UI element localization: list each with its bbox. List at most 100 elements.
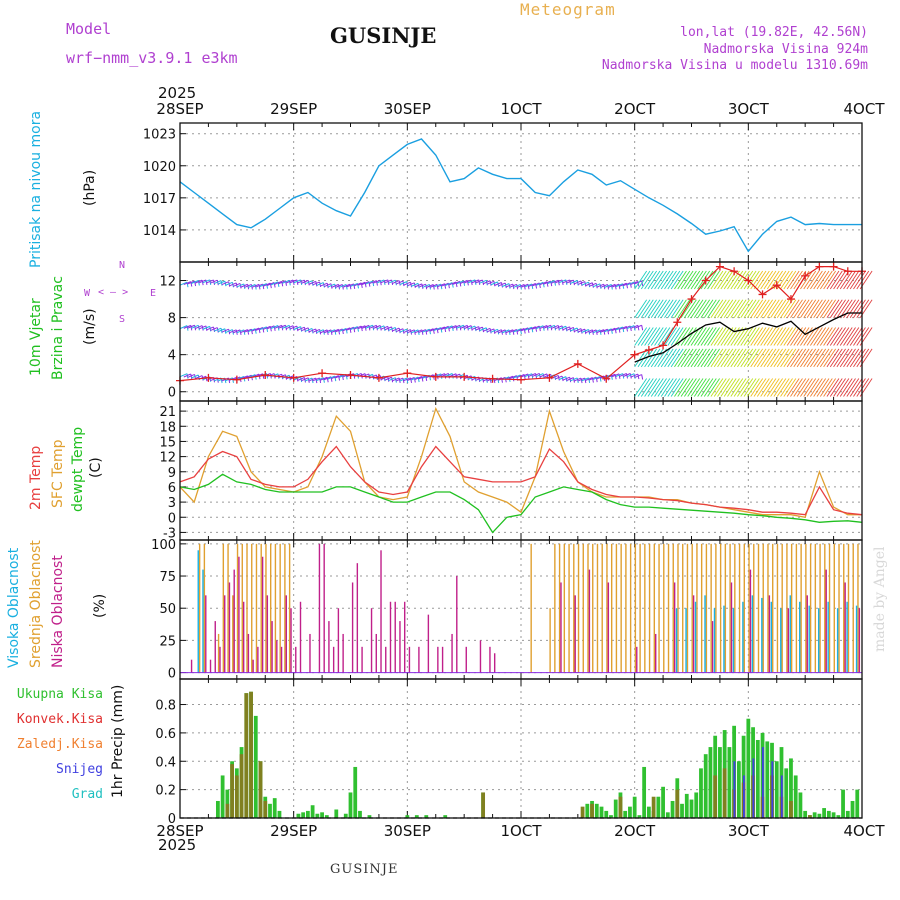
wind-barb bbox=[346, 326, 354, 331]
wind-barb bbox=[236, 283, 245, 288]
precip-bar-0 bbox=[661, 786, 665, 818]
wind-barb bbox=[425, 284, 428, 290]
wind-barb-strong bbox=[826, 327, 840, 346]
wind-barb bbox=[581, 329, 589, 333]
wind-barb bbox=[565, 279, 568, 285]
cloud-bar-2 bbox=[228, 582, 231, 673]
wind-barb-strong bbox=[677, 378, 691, 397]
wind-barb bbox=[251, 283, 260, 288]
wind-barb bbox=[380, 279, 389, 284]
wind-barb bbox=[243, 283, 246, 290]
wind-barb bbox=[414, 329, 423, 334]
wind-barb-strong bbox=[780, 270, 793, 290]
cloud-bar-0 bbox=[675, 608, 678, 673]
model-label: Model bbox=[66, 20, 112, 38]
cloud-bar-1 bbox=[753, 543, 755, 673]
precip-bar-0 bbox=[604, 810, 609, 818]
wind-barb-strong bbox=[707, 348, 720, 368]
wind-barb bbox=[266, 282, 275, 286]
date-top-3OCT: 3OCT bbox=[728, 100, 770, 118]
wind-barb bbox=[509, 375, 517, 380]
precip-bar-1 bbox=[580, 806, 585, 818]
wind-barb-strong bbox=[806, 378, 820, 397]
wind-barb-strong bbox=[786, 327, 800, 346]
wind-barb bbox=[577, 328, 586, 333]
ytick-label-3: 100 bbox=[151, 538, 176, 553]
precip-bar-0 bbox=[305, 810, 310, 818]
wind-barb-strong bbox=[743, 299, 757, 318]
wind-barb-strong bbox=[720, 299, 734, 318]
precip-bar-0 bbox=[789, 758, 793, 818]
wind-barb-strong bbox=[849, 327, 863, 346]
ytick-label-0: 1014 bbox=[143, 224, 176, 239]
wind-barb bbox=[566, 377, 574, 382]
ytick-label-0: 1017 bbox=[143, 192, 176, 207]
wind-barb bbox=[312, 377, 320, 382]
cloud-bar-2 bbox=[844, 582, 846, 673]
year-top: 2025 bbox=[158, 84, 197, 102]
wind-barb bbox=[221, 281, 229, 286]
wind-barb-strong bbox=[650, 327, 664, 346]
ytick-label-4: 0.4 bbox=[155, 755, 176, 770]
cloud-bar-2 bbox=[768, 595, 771, 673]
wind-barb-strong bbox=[833, 270, 846, 290]
cloud-bar-1 bbox=[757, 543, 760, 673]
wind-barb-strong bbox=[750, 348, 764, 368]
wind-barb bbox=[460, 279, 468, 284]
gust-marker bbox=[488, 374, 497, 383]
wind-barb-strong bbox=[800, 348, 813, 368]
wind-barb bbox=[248, 328, 256, 333]
wind-barb-strong bbox=[733, 299, 747, 318]
wind-barb bbox=[391, 377, 394, 383]
wind-barb-strong bbox=[806, 348, 820, 368]
wind-barb bbox=[331, 375, 339, 379]
wind-barb-strong bbox=[826, 348, 840, 368]
wind-barb bbox=[338, 283, 347, 288]
wind-barb-strong bbox=[647, 270, 661, 290]
precip-bar-1 bbox=[481, 792, 486, 818]
wind-barb bbox=[623, 325, 631, 330]
wind-barb bbox=[304, 327, 313, 332]
cloud-bar-0 bbox=[780, 608, 782, 673]
cloud-bar-2 bbox=[214, 621, 216, 673]
wind-barb-strong bbox=[816, 327, 830, 346]
wind-barb bbox=[315, 377, 318, 384]
wind-barb bbox=[217, 328, 226, 333]
wind-barb bbox=[528, 283, 536, 287]
cloud-bar-0 bbox=[751, 595, 754, 673]
wind-barb-strong bbox=[747, 270, 760, 290]
wind-barb-strong bbox=[703, 270, 717, 290]
wind-barb-strong bbox=[803, 378, 817, 397]
wind-barb-strong bbox=[770, 378, 783, 397]
wind-barb bbox=[323, 376, 332, 381]
wind-barb-strong bbox=[836, 299, 850, 318]
wind-barb-strong bbox=[667, 299, 681, 318]
precip-bar-1 bbox=[722, 768, 727, 818]
precip-bar-0 bbox=[680, 803, 684, 818]
cloud-bar-2 bbox=[361, 646, 363, 673]
wind-barb bbox=[297, 377, 305, 381]
gust-marker bbox=[431, 372, 440, 381]
cloud-bar-2 bbox=[456, 576, 458, 673]
cloud-bar-0 bbox=[742, 601, 744, 673]
wind-barb bbox=[634, 374, 642, 378]
precip-bar-0 bbox=[703, 754, 708, 818]
wind-barb bbox=[376, 279, 385, 284]
wind-barb-strong bbox=[803, 299, 817, 318]
wind-barb bbox=[433, 327, 442, 331]
wind-barb bbox=[463, 279, 472, 284]
wind-barb-strong bbox=[856, 348, 870, 368]
cloud-bar-1 bbox=[639, 543, 641, 673]
ytick-label-4: 0.6 bbox=[155, 727, 176, 742]
wind-barb bbox=[596, 283, 604, 288]
precip-bar-2 bbox=[761, 747, 764, 818]
wind-barb bbox=[615, 373, 623, 378]
gust-marker bbox=[673, 318, 682, 327]
wind-barb-strong bbox=[819, 270, 833, 290]
wind-barb-strong bbox=[730, 299, 744, 318]
wind-barb bbox=[596, 329, 604, 334]
wind-barb-strong bbox=[753, 348, 767, 368]
wind-barb-strong bbox=[833, 378, 846, 397]
wind-barb-strong bbox=[813, 378, 827, 397]
wind-barb bbox=[373, 279, 381, 284]
